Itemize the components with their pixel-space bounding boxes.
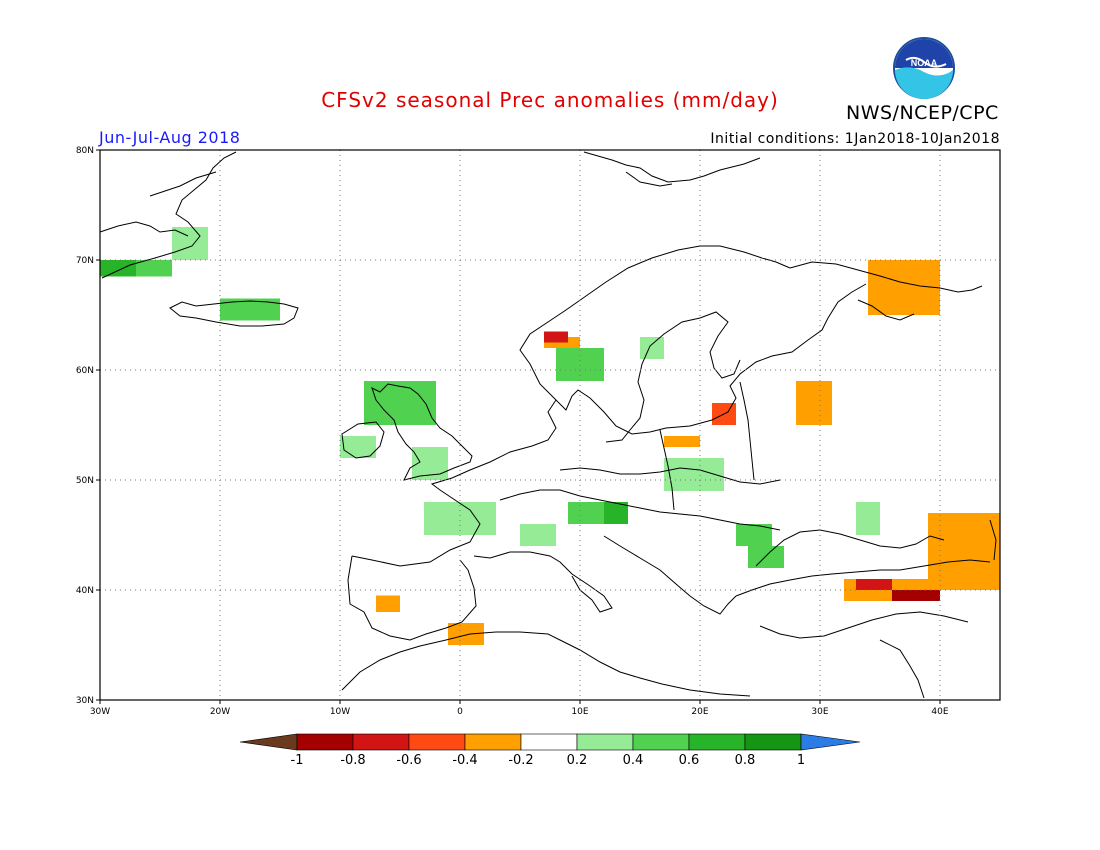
colorbar-tick-label: -0.4: [452, 753, 477, 768]
anomaly-cell: [856, 579, 892, 590]
lat-label: 60N: [76, 366, 94, 376]
anomaly-cell: [736, 524, 772, 546]
colorbar-tick-label: 1: [797, 753, 805, 768]
lon-label: 10W: [330, 707, 350, 717]
anomaly-cell: [928, 513, 1000, 590]
lon-label: 10E: [571, 707, 588, 717]
lon-label: 0: [457, 707, 463, 717]
anomaly-cell: [424, 502, 496, 535]
anomaly-cell: [892, 590, 940, 601]
anomaly-cell: [520, 524, 556, 546]
coastlines: [99, 151, 997, 699]
colorbar-arrow-low: [239, 733, 298, 751]
lat-label: 80N: [76, 146, 94, 156]
colorbar-bin: [296, 733, 354, 751]
anomaly-cell: [568, 502, 604, 524]
anomaly-cell: [136, 260, 172, 277]
anomaly-cell: [604, 502, 628, 524]
colorbar-tick-label: -1: [291, 753, 304, 768]
graticule: [100, 150, 1000, 700]
lat-label: 70N: [76, 256, 94, 266]
colorbar-tick-label: 0.2: [567, 753, 588, 768]
anomaly-cell: [856, 502, 880, 535]
anomaly-cell: [556, 348, 604, 381]
colorbar-tick-label: -0.6: [396, 753, 421, 768]
colorbar-bin: [688, 733, 746, 751]
anomaly-cell: [868, 260, 940, 315]
chart-title: CFSv2 seasonal Prec anomalies (mm/day): [321, 88, 779, 112]
longitude-labels: 30W 20W 10W 0 10E 20E 30E 40E: [90, 700, 949, 717]
agency-label: NWS/NCEP/CPC: [846, 102, 999, 124]
lon-label: 30W: [90, 707, 110, 717]
colorbar-tick-label: 0.6: [679, 753, 700, 768]
colorbar-bin: [632, 733, 690, 751]
colorbar-bin: [352, 733, 410, 751]
anomaly-cell: [340, 436, 376, 458]
anomaly-cell: [748, 546, 784, 568]
anomaly-cell: [544, 331, 568, 343]
lon-label: 20E: [691, 707, 708, 717]
noaa-logo: NOAA: [893, 37, 955, 99]
colorbar-tick-label: -0.8: [340, 753, 365, 768]
anomaly-cell: [220, 298, 280, 321]
colorbar-labels: -1 -0.8 -0.6 -0.4 -0.2 0.2 0.4 0.6 0.8 1: [291, 753, 806, 768]
colorbar-bin: [520, 733, 578, 751]
colorbar-tick-label: 0.4: [623, 753, 644, 768]
noaa-logo-text: NOAA: [911, 58, 938, 68]
colorbar-bin: [576, 733, 634, 751]
lon-label: 30E: [811, 707, 828, 717]
lat-label: 40N: [76, 586, 94, 596]
latitude-labels: 80N 70N 60N 50N 40N 30N: [76, 146, 100, 706]
lat-label: 50N: [76, 476, 94, 486]
anomaly-cell: [640, 337, 664, 359]
anomaly-cell: [172, 227, 208, 260]
colorbar-bin: [408, 733, 466, 751]
anomaly-cell: [448, 623, 484, 645]
colorbar-bin: [744, 733, 802, 751]
colorbar-arrow-high: [800, 733, 861, 751]
lon-label: 20W: [210, 707, 230, 717]
colorbar: [239, 733, 861, 751]
colorbar-tick-label: 0.8: [735, 753, 756, 768]
anomaly-cell: [364, 381, 436, 425]
colorbar-tick-label: -0.2: [508, 753, 533, 768]
colorbar-bin: [464, 733, 522, 751]
anomaly-cells: [100, 227, 1000, 645]
anomaly-cell: [664, 436, 700, 447]
initial-conditions: Initial conditions: 1Jan2018-10Jan2018: [710, 131, 1000, 147]
lon-label: 40E: [931, 707, 948, 717]
anomaly-cell: [100, 260, 136, 277]
map-frame: [99, 149, 1001, 701]
lat-label: 30N: [76, 696, 94, 706]
forecast-period: Jun-Jul-Aug 2018: [99, 128, 241, 147]
anomaly-cell: [796, 381, 832, 425]
anomaly-cell: [376, 595, 400, 612]
